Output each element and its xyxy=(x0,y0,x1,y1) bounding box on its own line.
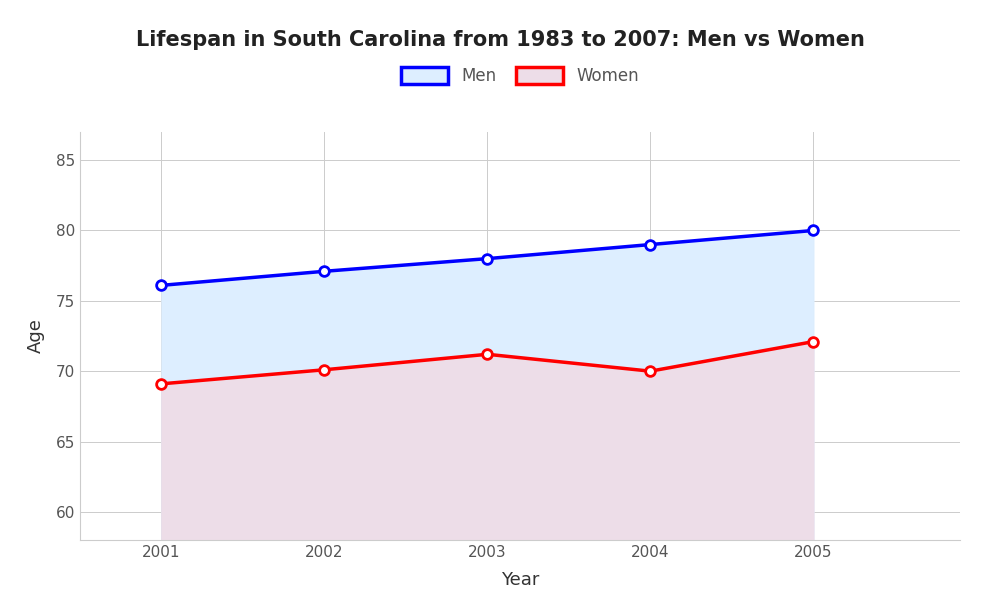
X-axis label: Year: Year xyxy=(501,571,539,589)
Legend: Men, Women: Men, Women xyxy=(393,59,647,94)
Text: Lifespan in South Carolina from 1983 to 2007: Men vs Women: Lifespan in South Carolina from 1983 to … xyxy=(136,30,864,50)
Y-axis label: Age: Age xyxy=(27,319,45,353)
